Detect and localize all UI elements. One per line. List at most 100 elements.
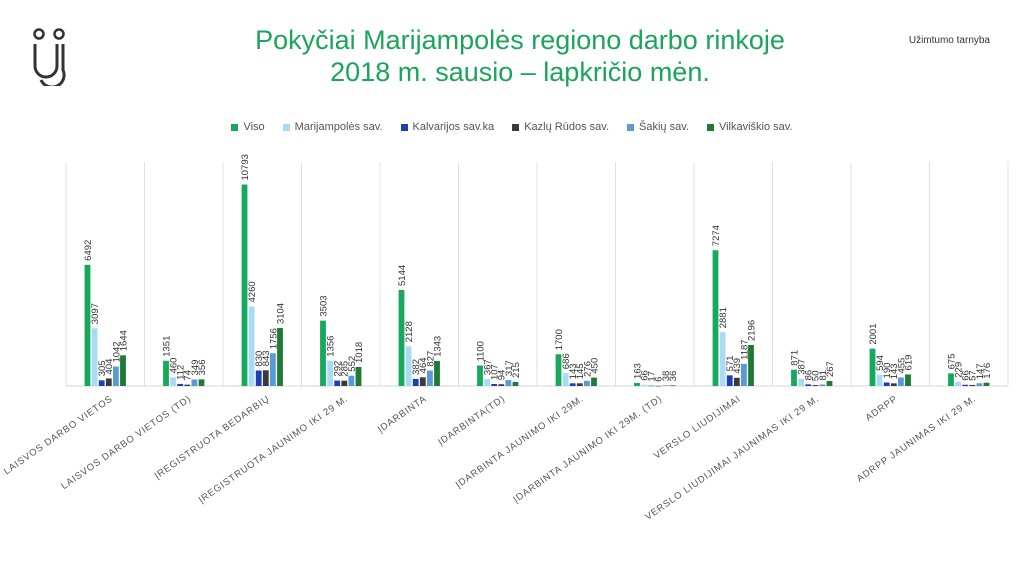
legend-item: Vilkaviškio sav.	[706, 121, 793, 133]
bar	[591, 377, 597, 386]
bar	[255, 370, 262, 386]
uzimtumo-tarnyba-logo-icon	[33, 28, 66, 86]
bar	[555, 354, 562, 386]
bar	[890, 383, 897, 386]
data-label: 675	[946, 354, 957, 370]
data-label: 2881	[718, 307, 729, 328]
data-label: 871	[789, 350, 800, 366]
legend-swatch	[512, 123, 520, 131]
bar	[98, 380, 105, 386]
bar	[876, 374, 883, 386]
data-label: 1756	[268, 328, 279, 349]
legend-item: Kazlų Rūdos sav.	[512, 121, 609, 133]
bar	[662, 385, 669, 386]
bar	[491, 384, 498, 386]
bar	[477, 365, 483, 386]
data-label: 4260	[247, 281, 258, 302]
data-label: 66	[961, 370, 972, 381]
data-label: 163	[632, 363, 643, 379]
bar	[976, 383, 983, 386]
data-label: 843	[261, 350, 272, 366]
category-label: VERSLO LIUDIJIMAI JAUNIMAS IKI 29 M.	[643, 393, 821, 522]
category-label: VERSLO LIUDIJIMAI	[652, 393, 743, 461]
bar	[962, 384, 969, 386]
bar	[733, 377, 740, 386]
data-label: 827	[425, 351, 436, 367]
bar	[969, 384, 976, 386]
data-label: 147	[975, 363, 986, 379]
data-label: 439	[732, 358, 743, 374]
bar	[334, 380, 341, 386]
bar	[669, 385, 676, 386]
data-label: 367	[483, 359, 494, 375]
bar	[320, 320, 326, 386]
data-label: 74	[183, 370, 194, 381]
bar	[327, 360, 333, 386]
data-label: 450	[589, 358, 600, 374]
bar	[898, 377, 904, 386]
data-label: 455	[896, 358, 907, 374]
bar	[826, 381, 833, 386]
bar	[748, 345, 754, 386]
data-label: 2001	[868, 324, 879, 345]
organization-name: Užimtumo tarnyba	[908, 35, 990, 46]
data-label: 2128	[404, 321, 415, 342]
bar	[655, 385, 662, 387]
data-label: 57	[968, 370, 979, 381]
bar	[798, 378, 804, 386]
data-label: 112	[176, 365, 187, 380]
legend-item: Viso	[231, 121, 265, 133]
bar	[569, 383, 576, 386]
bar	[105, 378, 112, 386]
data-label: 552	[347, 356, 358, 372]
bar	[869, 348, 876, 386]
data-label: 305	[97, 360, 108, 376]
legend-label: Kalvarijos sav.ka	[412, 121, 495, 133]
data-label: 1700	[554, 329, 565, 350]
legend-swatch	[706, 123, 714, 131]
legend-item: Šakių sav.	[627, 121, 689, 133]
data-label: 176	[982, 363, 993, 379]
data-label: 276	[582, 361, 593, 377]
legend-swatch	[231, 123, 239, 131]
bar	[184, 384, 191, 386]
bar	[427, 370, 433, 386]
chart-legend: Viso Marijampolės sav. Kalvarijos sav.ka Ka…	[0, 121, 1024, 133]
data-label: 1644	[118, 330, 129, 351]
data-label: 143	[889, 363, 900, 379]
data-label: 571	[725, 355, 736, 371]
bar	[277, 328, 283, 386]
data-label: 292	[333, 361, 344, 377]
bar	[270, 353, 276, 386]
bar	[355, 366, 362, 386]
bar	[398, 289, 405, 386]
data-label: 349	[190, 360, 201, 376]
data-label: 36	[668, 371, 679, 382]
bar	[741, 363, 747, 386]
bar	[512, 381, 519, 386]
legend-label: Viso	[243, 121, 265, 133]
data-label: 460	[169, 358, 180, 374]
bar	[805, 384, 812, 386]
data-label: 5144	[397, 265, 408, 286]
data-label: 464	[418, 357, 429, 373]
category-label: ADRPP	[864, 393, 900, 423]
bar	[248, 306, 255, 386]
bar	[191, 379, 198, 386]
bar	[434, 360, 440, 386]
data-label: 1018	[354, 342, 365, 363]
data-label: 10793	[240, 154, 251, 180]
legend-item: Marijampolės sav.	[282, 121, 383, 133]
data-label: 229	[954, 362, 965, 378]
bar	[484, 379, 490, 386]
data-label: 3503	[318, 295, 329, 316]
data-label: 3104	[275, 303, 286, 324]
bar	[562, 373, 569, 386]
bar	[241, 184, 248, 386]
title-line-2: 2018 m. sausio – lapkričio mėn.	[330, 57, 710, 87]
bar	[648, 385, 655, 387]
bar	[819, 384, 826, 386]
legend-label: Vilkaviškio sav.	[718, 121, 793, 133]
data-label: 81	[818, 370, 829, 381]
